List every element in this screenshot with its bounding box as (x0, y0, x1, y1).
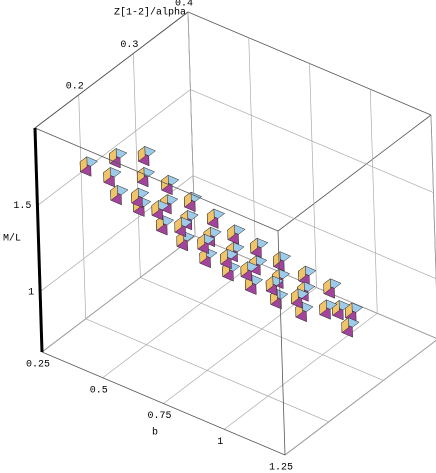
cube (341, 317, 360, 338)
y-tick-label: 1.5 (13, 201, 31, 212)
cube-face (227, 224, 235, 241)
cube (297, 265, 317, 286)
cube-face (344, 302, 353, 319)
cube-face (103, 166, 111, 183)
z-axis-label: Z[1-2]/alpha (114, 7, 186, 19)
cube-face (250, 237, 258, 254)
cube-face (265, 275, 274, 292)
cube-face (240, 261, 249, 278)
cube-face (184, 191, 192, 208)
cube-face (131, 187, 139, 204)
grid-line (133, 53, 141, 278)
z-tick-label: 0.4 (175, 0, 193, 10)
y-tick-label: 1 (28, 287, 34, 298)
cube-face (323, 278, 331, 295)
cube-face (341, 317, 349, 334)
x-tick-label: 0.5 (90, 385, 108, 396)
z-tick-label: 0.3 (120, 40, 138, 51)
cube-face (298, 265, 306, 282)
grid-line (41, 235, 196, 353)
grid-line (192, 175, 436, 280)
cube (219, 248, 239, 270)
box-edge (41, 351, 286, 456)
cube (206, 208, 226, 229)
x-axis-label: b (152, 427, 158, 439)
box-edge (33, 127, 44, 353)
x-tick-label: 0.25 (26, 360, 50, 371)
cube-face (319, 299, 327, 316)
cube-face (151, 199, 160, 216)
cube-face (290, 288, 299, 305)
y-axis-label: M/L (3, 233, 21, 245)
box-edge (34, 127, 279, 232)
grid-line (163, 287, 317, 404)
cube-face (197, 233, 205, 250)
cube-face (332, 299, 340, 316)
cube (290, 288, 310, 309)
box-edge (34, 11, 189, 129)
cube (272, 251, 292, 272)
cube (249, 237, 269, 259)
cube-face (79, 156, 88, 173)
grid-line (284, 340, 436, 456)
cube (79, 156, 99, 177)
grid-line (37, 89, 191, 206)
box-edge (277, 114, 432, 232)
cube (103, 166, 122, 188)
grid-line (430, 114, 436, 287)
cube-face (110, 184, 118, 201)
x-tick-label: 1.25 (269, 463, 293, 473)
grid-line (224, 312, 378, 430)
cube-face (137, 145, 146, 162)
cube-face (220, 248, 228, 265)
cube (174, 216, 193, 238)
grid-line (85, 318, 329, 423)
grid-line (309, 63, 317, 288)
cube (136, 166, 156, 188)
cube (319, 299, 338, 320)
cube-face (206, 208, 215, 225)
cube (137, 145, 157, 167)
cube (130, 187, 150, 208)
cube-face (109, 147, 117, 164)
grid-line (78, 94, 87, 319)
cube (183, 191, 203, 212)
cube (265, 275, 284, 296)
z-tick-label: 0.2 (66, 81, 84, 92)
cube (331, 299, 351, 321)
cube (227, 224, 246, 245)
grid-line (190, 89, 434, 193)
grid-line (102, 261, 256, 379)
grid-line (248, 37, 257, 262)
x-tick-label: 1 (217, 437, 223, 448)
cube (197, 233, 216, 255)
x-tick-label: 0.75 (147, 411, 171, 422)
grid-line (140, 277, 384, 381)
cube (240, 261, 259, 282)
box-edge (277, 230, 286, 456)
cube (110, 184, 129, 206)
cube (108, 147, 128, 169)
cube-face (136, 166, 145, 183)
cube-face (174, 216, 182, 233)
grid-line (369, 89, 378, 314)
cube (151, 199, 170, 221)
cube (323, 278, 342, 299)
